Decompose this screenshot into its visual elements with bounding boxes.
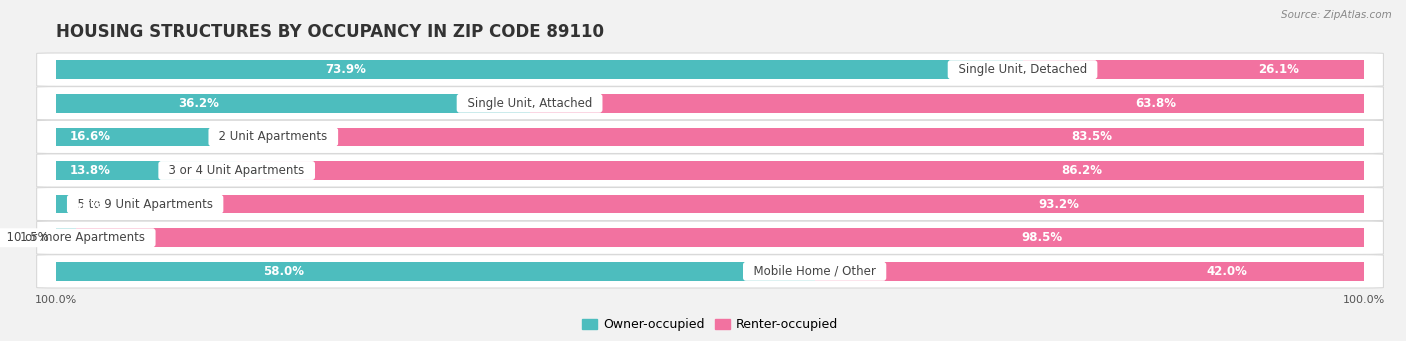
Text: HOUSING STRUCTURES BY OCCUPANCY IN ZIP CODE 89110: HOUSING STRUCTURES BY OCCUPANCY IN ZIP C…: [56, 23, 605, 41]
Text: Single Unit, Detached: Single Unit, Detached: [950, 63, 1094, 76]
FancyBboxPatch shape: [37, 154, 1384, 187]
Text: Source: ZipAtlas.com: Source: ZipAtlas.com: [1281, 10, 1392, 20]
FancyBboxPatch shape: [37, 188, 1384, 221]
FancyBboxPatch shape: [37, 120, 1384, 153]
Text: 1.5%: 1.5%: [20, 231, 49, 244]
Text: Mobile Home / Other: Mobile Home / Other: [747, 265, 883, 278]
Text: 63.8%: 63.8%: [1135, 97, 1175, 110]
Text: 58.0%: 58.0%: [263, 265, 304, 278]
Bar: [56, 94, 530, 113]
Bar: [56, 262, 814, 281]
Bar: [56, 60, 1022, 79]
Bar: [1022, 60, 1364, 79]
Bar: [530, 94, 1364, 113]
Text: Single Unit, Attached: Single Unit, Attached: [460, 97, 599, 110]
Text: 5 to 9 Unit Apartments: 5 to 9 Unit Apartments: [70, 198, 221, 211]
Text: 2 Unit Apartments: 2 Unit Apartments: [211, 130, 335, 143]
Bar: [145, 195, 1364, 213]
Text: 10 or more Apartments: 10 or more Apartments: [0, 231, 153, 244]
FancyBboxPatch shape: [37, 221, 1384, 254]
Bar: [814, 262, 1364, 281]
Bar: [76, 228, 1364, 247]
Text: 83.5%: 83.5%: [1071, 130, 1112, 143]
Bar: [56, 161, 236, 180]
Text: 93.2%: 93.2%: [1039, 198, 1080, 211]
FancyBboxPatch shape: [37, 255, 1384, 288]
Text: 86.2%: 86.2%: [1062, 164, 1102, 177]
Text: 73.9%: 73.9%: [326, 63, 367, 76]
Bar: [56, 195, 145, 213]
FancyBboxPatch shape: [37, 87, 1384, 120]
Bar: [236, 161, 1364, 180]
Text: 3 or 4 Unit Apartments: 3 or 4 Unit Apartments: [162, 164, 312, 177]
Text: 16.6%: 16.6%: [69, 130, 110, 143]
Text: 6.8%: 6.8%: [69, 198, 103, 211]
Bar: [56, 228, 76, 247]
Text: 36.2%: 36.2%: [177, 97, 219, 110]
Text: 13.8%: 13.8%: [69, 164, 110, 177]
Text: 26.1%: 26.1%: [1258, 63, 1299, 76]
FancyBboxPatch shape: [37, 53, 1384, 86]
Bar: [273, 128, 1365, 146]
Text: 98.5%: 98.5%: [1021, 231, 1063, 244]
Text: 42.0%: 42.0%: [1206, 265, 1247, 278]
Legend: Owner-occupied, Renter-occupied: Owner-occupied, Renter-occupied: [576, 313, 844, 336]
Bar: [56, 128, 273, 146]
